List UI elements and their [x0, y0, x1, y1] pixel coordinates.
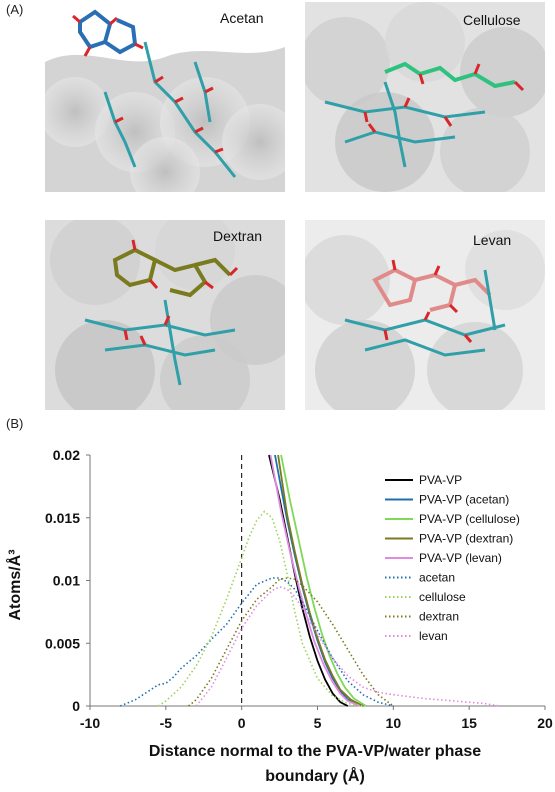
series-line-pva-vp-cellulose [280, 454, 367, 707]
chart-series [119, 454, 500, 707]
x-axis-label-line-1: Distance normal to the PVA-VP/water phas… [149, 743, 481, 760]
panel-a-label: (A) [6, 2, 24, 17]
legend-entry: PVA-VP [419, 473, 462, 487]
legend-entry: PVA-VP (acetan) [419, 493, 509, 507]
x-tick-label: 10 [386, 715, 402, 731]
legend-entry: acetan [419, 571, 455, 585]
series-line-levan [195, 585, 500, 707]
series-line-cellulose [157, 510, 364, 707]
legend-entry: cellulose [419, 590, 466, 604]
y-tick-label: 0.015 [45, 510, 80, 526]
legend-entry: PVA-VP (dextran) [419, 532, 513, 546]
dextran-render: Dextran [45, 220, 285, 410]
series-line-pva-vp-dextran [277, 454, 364, 707]
series-line-pva-vp-levan [269, 454, 361, 707]
x-tick-label: -10 [80, 715, 100, 731]
y-tick-label: 0 [72, 698, 80, 714]
x-axis-label-line-2: boundary (Å) [265, 766, 365, 785]
x-tick-label: 0 [238, 715, 246, 731]
y-tick-label: 0.01 [53, 573, 80, 589]
legend-entry: levan [419, 629, 448, 643]
legend-entry: PVA-VP (cellulose) [419, 512, 520, 526]
x-tick-label: -5 [160, 715, 173, 731]
acetan-label: Acetan [220, 10, 264, 26]
x-tick-label: 20 [537, 715, 553, 731]
panel-b-label: (B) [6, 416, 24, 431]
chart-legend: PVA-VP PVA-VP (acetan) PVA-VP (cellulose) P… [385, 473, 520, 643]
levan-render: Levan [305, 220, 545, 410]
legend-entry: PVA-VP (levan) [419, 551, 502, 565]
cellulose-label: Cellulose [463, 12, 521, 28]
series-line-acetan [119, 577, 394, 707]
y-tick-label: 0.02 [53, 447, 80, 463]
chart-axes: -10 -5 0 5 10 15 20 0 0.005 0.01 0.015 0.02 [45, 447, 553, 731]
levan-label: Levan [473, 232, 512, 248]
y-tick-label: 0.005 [45, 635, 80, 651]
x-tick-label: 15 [461, 715, 477, 731]
cellulose-render: Cellulose [305, 2, 545, 192]
x-tick-label: 5 [314, 715, 322, 731]
legend-entry: dextran [419, 610, 459, 624]
acetan-render: Acetan [45, 2, 285, 192]
dextran-label: Dextran [213, 228, 263, 244]
y-axis-label: Atoms/Å³ [5, 549, 24, 620]
